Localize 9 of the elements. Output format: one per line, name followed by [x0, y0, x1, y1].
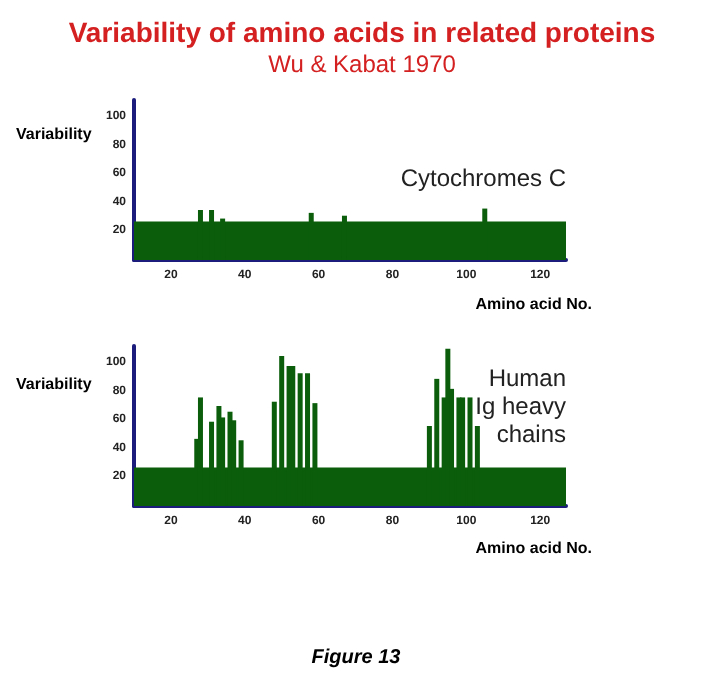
caption: Figure 13: [311, 647, 402, 669]
annotation: Human Ig heavy chains: [475, 364, 566, 448]
annotation: Cytochromes C: [400, 164, 567, 192]
chart-title: Variability of amino acids in related proteins: [68, 16, 656, 48]
x-axis-title: Amino acid No.: [475, 539, 593, 557]
chart-subtitle: Wu & Kabat 1970: [268, 50, 457, 78]
y-axis-title: Variability: [16, 375, 93, 393]
y-axis-title: Variability: [16, 125, 93, 143]
x-axis-title: Amino acid No.: [475, 295, 593, 313]
